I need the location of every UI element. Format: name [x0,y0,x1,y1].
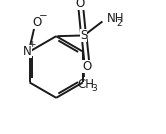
Text: NH: NH [107,12,125,25]
Text: N: N [23,45,32,58]
Text: O: O [32,16,42,29]
Text: 3: 3 [91,84,97,93]
Text: 2: 2 [117,19,122,28]
Text: +: + [28,40,36,49]
Text: −: − [39,11,47,21]
Text: O: O [76,0,85,10]
Text: S: S [80,29,87,42]
Text: CH: CH [77,78,94,91]
Text: O: O [82,60,92,73]
